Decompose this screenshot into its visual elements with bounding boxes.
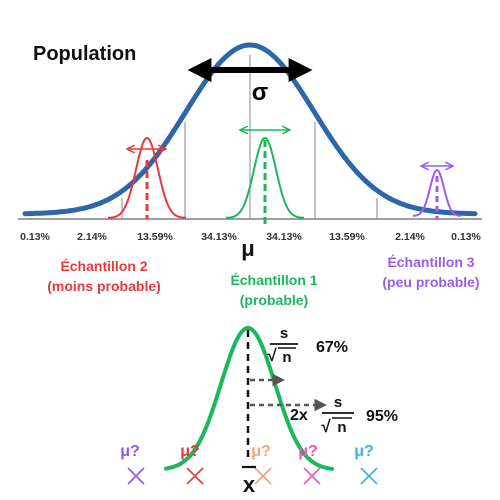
- population-curve: [22, 42, 478, 217]
- cross-icon-5: [360, 467, 378, 485]
- mu-guess-4: μ?: [298, 443, 318, 460]
- sample-3-name: Échantillon 3: [387, 254, 474, 270]
- population-title: Population: [33, 43, 136, 65]
- pct-2: 13.59%: [137, 231, 173, 243]
- mu-guess-2: μ?: [180, 443, 200, 460]
- interval-1-radicand: n: [282, 349, 291, 366]
- cross-icon-2: [186, 467, 204, 485]
- sampling-curve: [164, 325, 334, 471]
- interval-1-percent: 67%: [316, 339, 348, 356]
- sample-3-curve-group: [412, 166, 462, 219]
- sample-labels: Échantillon 2 (moins probable) Échantill…: [47, 254, 479, 308]
- sample-2-curve-group: [107, 136, 187, 219]
- sigma-label: σ: [252, 79, 268, 106]
- interval-2-radicand: n: [337, 419, 346, 436]
- pct-6: 2.14%: [395, 231, 425, 243]
- sample-1-curve-group: [225, 130, 305, 226]
- pct-7: 0.13%: [451, 231, 481, 243]
- interval-1-formula: s √ n 67%: [267, 325, 348, 366]
- interval-2-numerator: s: [334, 394, 342, 411]
- mu-guess-markers: [127, 467, 378, 485]
- pct-4: 34.13%: [266, 231, 302, 243]
- mu-guess-3: μ?: [251, 443, 271, 460]
- mu-guess-1: μ?: [120, 443, 140, 460]
- sample-2-note: (moins probable): [47, 278, 161, 294]
- sample-1-name: Échantillon 1: [230, 272, 317, 288]
- pct-3: 34.13%: [201, 231, 237, 243]
- pct-0: 0.13%: [20, 231, 50, 243]
- mu-guesses: μ? μ? μ? μ? μ?: [120, 443, 374, 460]
- pct-1: 2.14%: [77, 231, 107, 243]
- interval-2-root-sign: √: [321, 417, 331, 436]
- cross-icon-4: [303, 467, 321, 485]
- sample-1-note: (probable): [240, 292, 308, 308]
- interval-2-formula: 2x s √ n 95%: [290, 394, 398, 436]
- sample-3-note: (peu probable): [382, 274, 479, 290]
- interval-2-percent: 95%: [366, 408, 398, 425]
- sigma-dividers: [121, 55, 378, 219]
- mu-label: μ: [241, 236, 254, 261]
- sample-2-curve: [107, 136, 187, 219]
- percentage-labels: 0.13% 2.14% 13.59% 34.13% 34.13% 13.59% …: [20, 231, 481, 243]
- pct-5: 13.59%: [329, 231, 365, 243]
- interval-2-multiplier: 2x: [290, 407, 308, 424]
- sample-2-name: Échantillon 2: [60, 258, 147, 274]
- xbar-label: x: [243, 472, 256, 497]
- sample-1-curve: [225, 136, 305, 219]
- cross-icon-3: [254, 467, 272, 485]
- mu-guess-5: μ?: [354, 443, 374, 460]
- interval-1-root-sign: √: [267, 346, 277, 365]
- cross-icon-1: [127, 467, 145, 485]
- interval-1-numerator: s: [280, 325, 288, 342]
